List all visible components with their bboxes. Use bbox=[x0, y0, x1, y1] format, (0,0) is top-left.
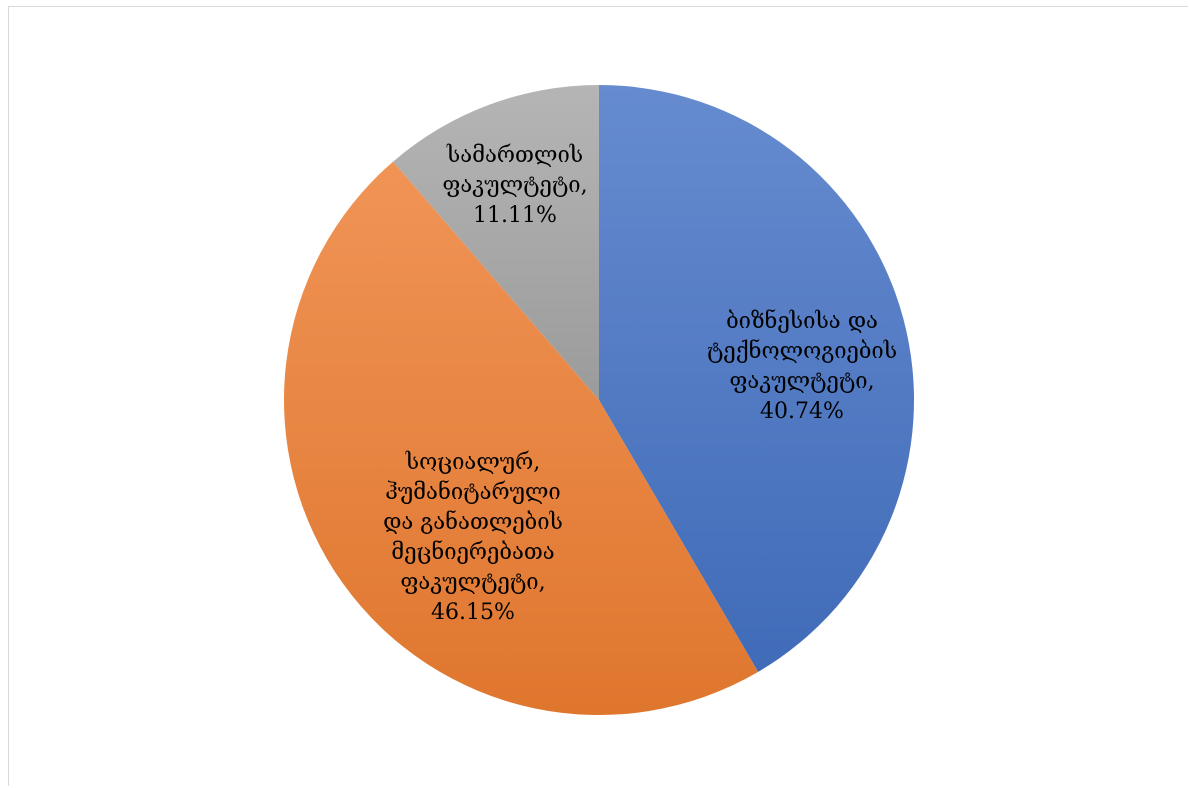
slice-label-3: სამართლის ფაკულტეტი, 11.11% bbox=[442, 143, 587, 228]
pie-slice-2 bbox=[283, 161, 759, 716]
slice-label-line: ტექნოლოგიების bbox=[707, 338, 897, 364]
slice-label-line: სამართლის bbox=[446, 143, 583, 168]
slice-label-line: ფაკულტეტი, bbox=[442, 173, 587, 198]
slice-label-line: სოციალურ, bbox=[405, 450, 541, 475]
slice-label-line: მეცნიერებათა bbox=[391, 539, 554, 565]
slice-label-line: ბიზნესისა და bbox=[726, 308, 878, 334]
slice-label-line: 46.15% bbox=[431, 600, 515, 625]
slice-label-1: ბიზნესისა და ტექნოლოგიების ფაკულტეტი, 40.74… bbox=[707, 308, 897, 424]
slice-label-line: და განათლების bbox=[383, 509, 563, 535]
pie-slice-1 bbox=[599, 85, 914, 672]
slice-label-line: ფაკულტეტი, bbox=[729, 369, 874, 394]
slice-label-line: 11.11% bbox=[473, 203, 557, 228]
slice-label-line: ჰუმანიტარული bbox=[385, 479, 561, 505]
pie-slice-3 bbox=[393, 85, 599, 400]
slice-label-line: ფაკულტეტი, bbox=[400, 570, 545, 595]
slice-label-line: 40.74% bbox=[760, 399, 844, 424]
slice-label-2: სოციალურ, ჰუმანიტარული და განათლების მეცნიე… bbox=[383, 450, 563, 625]
chart-frame bbox=[8, 6, 1188, 786]
